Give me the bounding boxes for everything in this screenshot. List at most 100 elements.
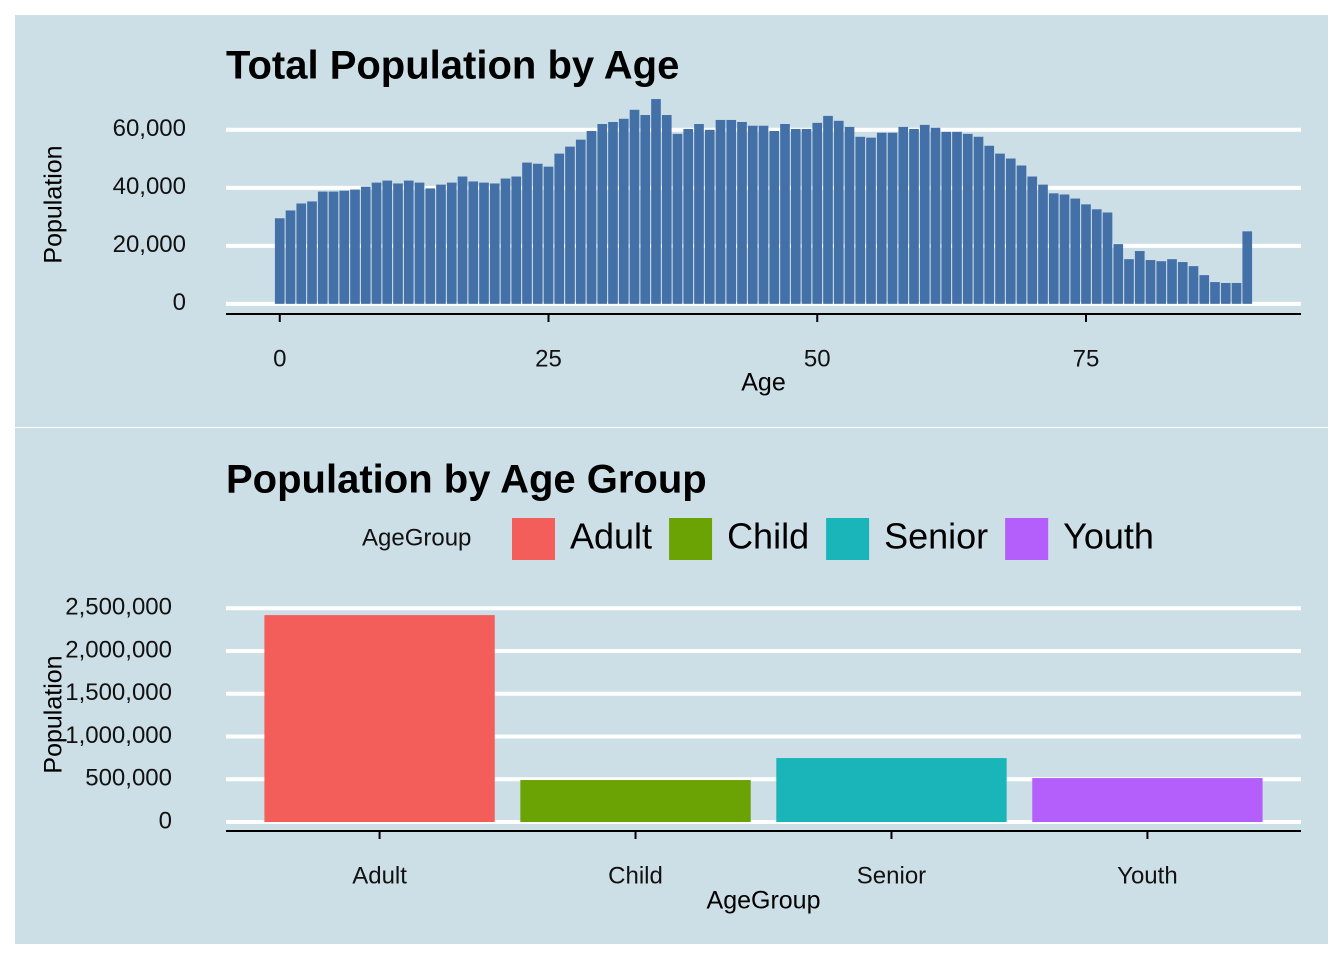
bar (1220, 282, 1231, 304)
y-tick-label: 2,000,000 (65, 636, 172, 663)
bar (1091, 209, 1102, 304)
y-tick-label: 0 (173, 289, 186, 316)
bar (1124, 259, 1134, 304)
y-tick-label: 1,500,000 (65, 679, 172, 706)
x-tick-label: Child (608, 862, 663, 889)
bar (328, 191, 339, 304)
bar (898, 126, 909, 304)
x-tick-label: 75 (1073, 345, 1100, 372)
bar (468, 181, 479, 304)
x-tick-label: 50 (804, 345, 831, 372)
legend-swatch (669, 518, 713, 560)
chart-title: Total Population by Age (226, 44, 679, 88)
legend-title: AgeGroup (362, 524, 471, 551)
bar (887, 132, 898, 304)
bar (984, 145, 995, 304)
bar (952, 131, 962, 304)
legend-label: Adult (570, 516, 652, 557)
bar (866, 137, 876, 304)
chart-title: Population by Age Group (226, 458, 707, 502)
legend-label: Child (727, 516, 809, 557)
x-tick-label: 0 (273, 345, 286, 372)
bar (1134, 251, 1145, 304)
bar (1070, 198, 1081, 304)
bar (1199, 275, 1210, 304)
y-tick-label: 20,000 (113, 231, 186, 258)
bar (489, 183, 500, 304)
bar (919, 124, 930, 304)
y-tick-label: 40,000 (113, 173, 186, 200)
bar (414, 182, 425, 304)
legend-label: Youth (1063, 516, 1154, 557)
bar (1032, 778, 1263, 823)
bar (522, 162, 532, 304)
bar (532, 163, 543, 304)
legend-swatch (1005, 518, 1049, 560)
bar (393, 183, 403, 304)
bar (704, 129, 715, 304)
bar (737, 121, 747, 304)
bar (543, 166, 554, 304)
bar (264, 615, 495, 823)
bar (350, 189, 360, 304)
bar (586, 130, 597, 304)
bar (876, 132, 887, 304)
bar (776, 758, 1007, 823)
x-axis-title: Age (741, 369, 785, 397)
bar (1027, 176, 1038, 304)
bar (500, 178, 511, 304)
legend-label: Senior (884, 516, 988, 557)
y-axis-title: Population (40, 655, 68, 773)
bar (511, 176, 522, 304)
bar (1005, 158, 1016, 304)
bar (995, 153, 1005, 304)
bar (715, 119, 726, 304)
bar (1145, 260, 1156, 304)
y-tick-label: 60,000 (113, 115, 186, 142)
bar (769, 130, 780, 304)
x-tick-label: Adult (352, 862, 407, 889)
bar (436, 184, 446, 304)
bar (446, 182, 457, 304)
bar (360, 186, 371, 304)
bar (844, 126, 855, 304)
bar (1156, 261, 1167, 304)
bar (855, 136, 866, 304)
bar (274, 218, 285, 304)
bar (554, 153, 565, 304)
y-tick-label: 0 (159, 807, 172, 834)
legend-swatch (826, 518, 870, 560)
y-axis-title: Population (40, 145, 68, 263)
bar (640, 115, 651, 304)
bar (618, 118, 629, 304)
y-tick-label: 500,000 (85, 765, 172, 792)
bar (941, 131, 952, 304)
bar (661, 115, 672, 304)
bar (382, 180, 393, 304)
bar (371, 182, 382, 304)
bar (565, 146, 575, 304)
bar (823, 115, 833, 304)
x-tick-label: 25 (535, 345, 562, 372)
x-tick-label: Senior (857, 862, 926, 889)
bar (1167, 259, 1177, 304)
bar (833, 120, 844, 304)
bar (296, 203, 307, 304)
bar (1113, 244, 1124, 304)
bar (747, 125, 758, 304)
bar (597, 124, 608, 304)
bar (1038, 184, 1048, 304)
bar (694, 124, 704, 304)
y-tick-label: 1,000,000 (65, 722, 172, 749)
bar (520, 780, 751, 823)
bar (780, 124, 790, 304)
bar (683, 128, 694, 304)
bar (1048, 193, 1059, 304)
bar (726, 119, 737, 304)
bar (629, 109, 640, 304)
bar (1210, 282, 1220, 304)
bar (307, 201, 317, 304)
bar (457, 176, 468, 304)
x-axis-title: AgeGroup (707, 887, 821, 915)
